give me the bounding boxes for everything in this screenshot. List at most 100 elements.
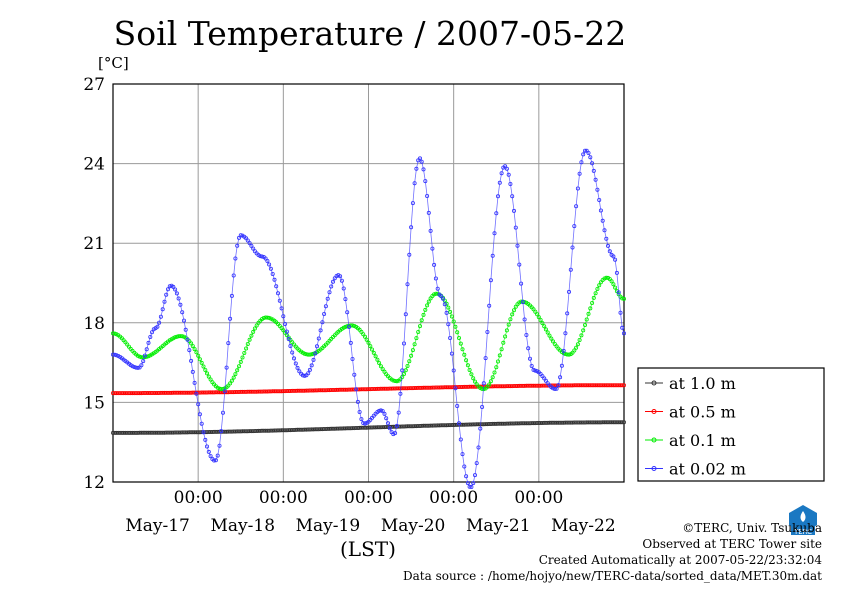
data-point — [144, 347, 149, 352]
data-point — [254, 389, 259, 394]
data-point — [609, 279, 614, 284]
data-point — [384, 386, 389, 391]
data-point — [512, 208, 517, 213]
data-point — [137, 354, 142, 359]
data-point — [204, 444, 209, 449]
data-point — [522, 421, 527, 426]
data-point — [545, 330, 550, 335]
data-point — [247, 241, 252, 246]
data-point — [606, 243, 611, 248]
data-point — [368, 344, 373, 349]
data-point — [488, 278, 493, 283]
data-point — [142, 390, 147, 395]
data-point — [533, 368, 538, 373]
data-point — [613, 257, 618, 262]
data-point — [531, 367, 536, 372]
data-point — [595, 187, 600, 192]
data-point — [513, 225, 518, 230]
data-point — [552, 386, 557, 391]
data-point — [377, 408, 382, 413]
data-point — [407, 252, 412, 257]
data-point — [433, 423, 438, 428]
data-point — [499, 171, 504, 176]
data-point — [380, 367, 385, 372]
data-point — [462, 422, 467, 427]
data-point — [286, 336, 291, 341]
data-point — [114, 353, 119, 358]
data-point — [290, 350, 295, 355]
data-point — [149, 430, 154, 435]
data-point — [362, 334, 367, 339]
data-point — [206, 449, 211, 454]
data-point — [309, 352, 314, 357]
data-point — [297, 427, 302, 432]
data-point — [588, 155, 593, 160]
x-tick-label: 00:00 — [514, 488, 563, 508]
data-point — [281, 389, 286, 394]
legend-label: at 0.5 m — [669, 403, 736, 422]
data-point — [616, 290, 621, 295]
data-point — [128, 430, 133, 435]
data-point — [314, 388, 319, 393]
data-point — [417, 156, 422, 161]
data-point — [233, 389, 238, 394]
data-point — [595, 286, 600, 291]
data-point — [432, 292, 437, 297]
data-point — [501, 421, 506, 426]
data-point — [529, 363, 534, 368]
data-point — [316, 336, 321, 341]
data-point — [350, 323, 355, 328]
data-point — [183, 390, 188, 395]
data-point — [295, 388, 300, 393]
data-point — [252, 326, 257, 331]
data-point — [446, 385, 451, 390]
data-point — [194, 350, 199, 355]
data-point — [393, 431, 398, 436]
data-point — [176, 334, 181, 339]
data-point — [228, 381, 233, 386]
data-point — [490, 375, 495, 380]
data-point — [519, 281, 524, 286]
data-point — [524, 332, 529, 337]
data-point — [574, 204, 579, 209]
data-point — [401, 341, 406, 346]
data-point — [481, 422, 486, 427]
data-point — [444, 310, 449, 315]
data-point — [261, 428, 266, 433]
data-point — [501, 384, 506, 389]
y-tick-label: 24 — [83, 155, 105, 175]
data-point — [391, 424, 396, 429]
data-point — [190, 344, 195, 349]
data-point — [165, 390, 170, 395]
data-point — [584, 317, 589, 322]
data-point — [132, 364, 137, 369]
data-point — [570, 420, 575, 425]
data-point — [164, 292, 169, 297]
data-point — [274, 284, 279, 289]
data-point — [451, 319, 456, 324]
svg-text:TERC: TERC — [793, 528, 812, 536]
data-point — [613, 285, 618, 290]
data-point — [217, 443, 222, 448]
data-point — [343, 324, 348, 329]
data-point — [469, 384, 474, 389]
data-point — [369, 425, 374, 430]
data-point — [565, 352, 570, 357]
data-point — [277, 298, 282, 303]
data-point — [259, 428, 264, 433]
data-point — [135, 430, 140, 435]
data-point — [229, 293, 234, 298]
series-at-0-02-m — [111, 148, 627, 489]
data-point — [240, 355, 245, 360]
data-point — [352, 372, 357, 377]
data-point — [233, 256, 238, 261]
data-point — [254, 323, 259, 328]
data-point — [165, 430, 170, 435]
data-point — [426, 385, 431, 390]
data-point — [158, 390, 163, 395]
data-point — [197, 357, 202, 362]
data-point — [425, 303, 430, 308]
data-point — [453, 422, 458, 427]
data-point — [320, 320, 325, 325]
data-point — [602, 228, 607, 233]
